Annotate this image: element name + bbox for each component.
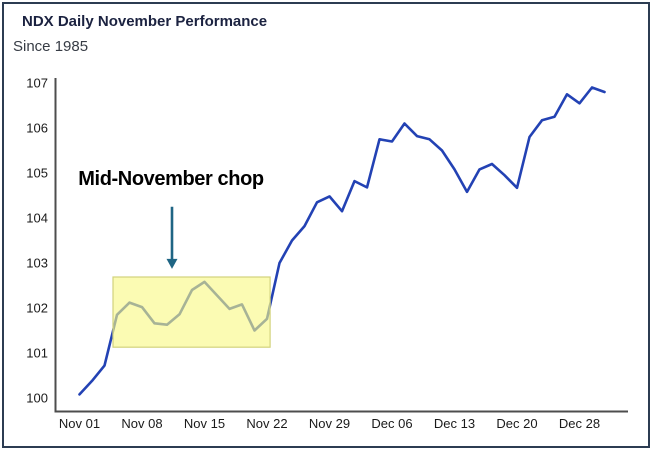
y-tick-label: 102 (26, 301, 48, 316)
chart-title: NDX Daily November Performance (22, 13, 268, 30)
x-tick-label: Dec 28 (559, 416, 600, 431)
ndx-performance-line (78, 86, 606, 396)
y-tick-label: 104 (26, 211, 48, 226)
annotation-label: Mid-November chop (78, 167, 264, 190)
y-tick-label: 107 (26, 76, 48, 91)
x-tick-label: Nov 22 (246, 416, 287, 431)
y-tick-label: 101 (26, 346, 48, 361)
x-tick-label: Dec 20 (496, 416, 537, 431)
y-tick-label: 106 (26, 121, 48, 136)
chart-subtitle: Since 1985 (13, 38, 89, 55)
y-tick-label: 105 (26, 166, 48, 181)
y-tick-label: 103 (26, 256, 48, 271)
x-tick-label: Nov 29 (309, 416, 350, 431)
x-tick-label: Nov 01 (59, 416, 100, 431)
x-tick-label: Dec 06 (371, 416, 412, 431)
mid-november-chop-region (112, 276, 271, 348)
x-tick-label: Dec 13 (434, 416, 475, 431)
x-tick-label: Nov 08 (121, 416, 162, 431)
y-tick-label: 100 (26, 391, 48, 406)
x-tick-label: Nov 15 (184, 416, 225, 431)
annotation-arrow-head (166, 258, 178, 269)
